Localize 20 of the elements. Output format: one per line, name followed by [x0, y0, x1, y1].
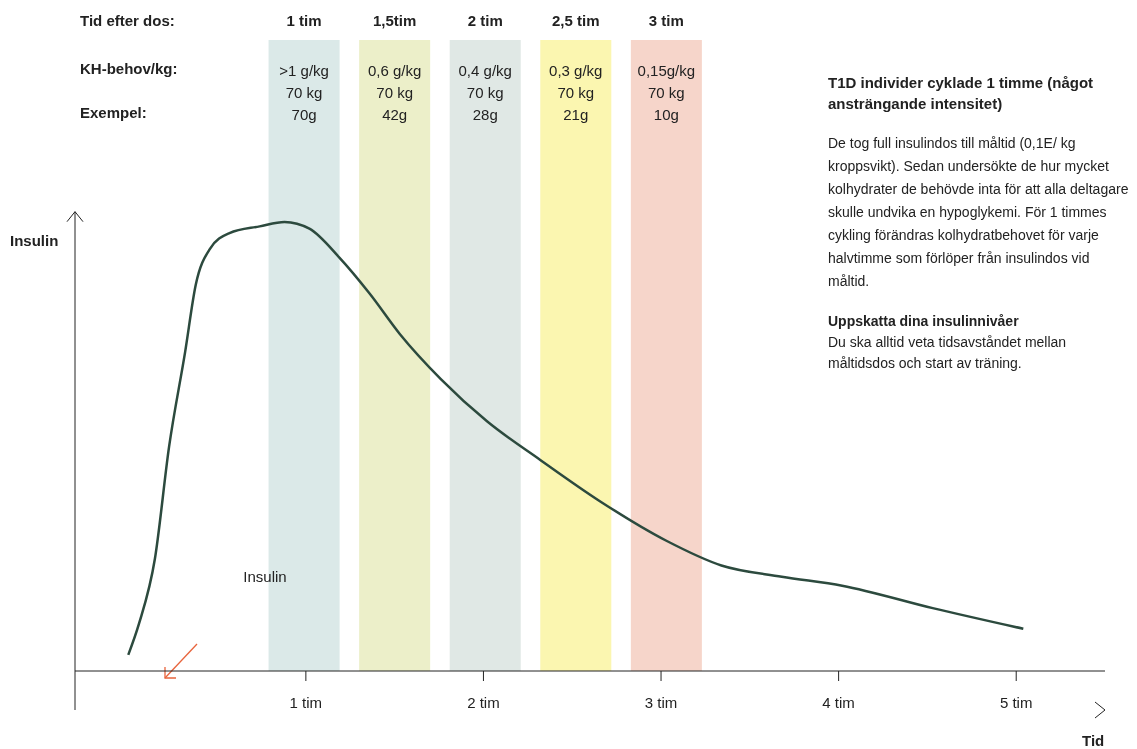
x-tick-label: 3 tim	[644, 693, 678, 711]
annotation: Uppskatta dina insulinnivåer	[828, 312, 1020, 331]
annotation: Du ska alltid veta tidsavståndet mellan måltidsdos och start av träning.	[828, 333, 1068, 373]
x-tick-label: 1 tim	[289, 693, 323, 711]
annotation: De tog full insulindos till måltid (0,1E/ kg kroppsvikt). Sedan undersökte de hur mycket kolhydrater de behövde inta för att alla deltagare skulle undvika en hypoglykemi. För 1 timmes cykling förändras kolhydratbehovet för varje halvtimme som förlöper från insulindos vid måltid.	[828, 134, 1130, 291]
x-tick-label: 5 tim	[999, 693, 1033, 711]
text: Exempel:	[80, 104, 147, 121]
chart-title: T1D individer cyklade 1 timme (något ansträngande intensitet)	[828, 73, 1095, 114]
text: 2,5 tim 0,3 g/kg 70 kg 21g	[549, 12, 603, 123]
annotation: Insulin	[242, 568, 288, 585]
text: 1,5tim 0,6 g/kg 70 kg 42g	[367, 12, 422, 123]
x-tick-label: 4 tim	[822, 693, 855, 711]
text: KH-behov/kg:	[80, 60, 178, 77]
text: Tid efter dos:	[80, 12, 175, 29]
x-tick-label: 2 tim	[467, 693, 500, 711]
x-axis-title: Tid	[1082, 732, 1105, 749]
text: 3 tim 0,15g/kg 70 kg 10g	[637, 12, 696, 123]
y-axis-title: Insulin	[10, 232, 59, 249]
text: 1 tim >1 g/kg 70 kg 70g	[279, 12, 329, 123]
text: 2 tim 0,4 g/kg 70 kg 28g	[458, 12, 512, 123]
